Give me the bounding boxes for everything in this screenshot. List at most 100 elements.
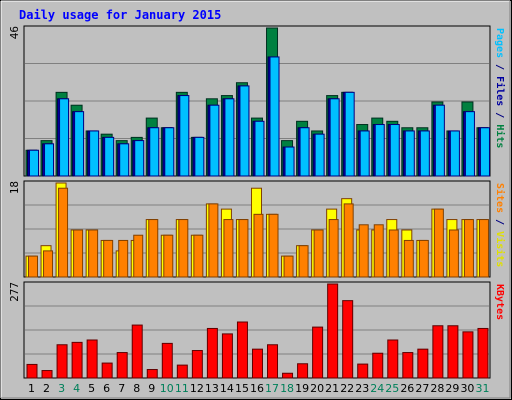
bar-kbytes-day-19 (297, 363, 309, 379)
chart-title: Daily usage for January 2015 (19, 8, 221, 22)
x-tick-label-day-6: 6 (103, 382, 110, 395)
legend-part: Visits (494, 231, 506, 267)
x-tick-label-day-1: 1 (28, 382, 35, 395)
x-tick-label-day-18: 18 (280, 382, 294, 395)
bar-sites-day-14 (223, 219, 234, 278)
bar-sites-day-26 (403, 239, 414, 278)
bar-sites-day-18 (283, 255, 294, 278)
x-tick-label-day-10: 10 (160, 382, 174, 395)
bar-kbytes-day-6 (101, 362, 113, 379)
bar-sites-day-24 (373, 224, 384, 278)
bar-pages-day-29 (449, 130, 460, 177)
y-max-label: 18 (8, 181, 21, 194)
bar-kbytes-day-8 (131, 324, 143, 379)
x-tick-label-day-24: 24 (370, 382, 384, 395)
bar-kbytes-day-17 (267, 344, 279, 379)
x-tick-label-day-19: 19 (295, 382, 309, 395)
bar-kbytes-day-12 (191, 350, 203, 379)
bar-sites-day-4 (73, 229, 84, 278)
bar-sites-day-16 (253, 213, 264, 278)
bar-sites-day-10 (163, 234, 174, 278)
bar-pages-day-15 (239, 85, 250, 177)
bar-kbytes-day-27 (417, 348, 429, 379)
bar-kbytes-day-29 (447, 325, 459, 379)
bar-pages-day-6 (104, 136, 115, 177)
bar-kbytes-day-1 (26, 363, 38, 379)
bar-sites-day-20 (313, 229, 324, 278)
series-legend-label: Pages / Files / Hits (494, 28, 506, 148)
bar-pages-day-22 (344, 91, 355, 177)
x-tick-label-day-4: 4 (73, 382, 80, 395)
x-tick-label-day-2: 2 (43, 382, 50, 395)
bar-kbytes-day-20 (312, 326, 324, 379)
bar-pages-day-9 (149, 127, 160, 177)
legend-part: / (494, 213, 505, 231)
bar-sites-day-28 (433, 208, 444, 278)
bar-sites-day-3 (58, 187, 69, 278)
panel-visits_sites: 18 Sites / Visits (8, 180, 506, 278)
bar-sites-day-31 (478, 219, 489, 278)
bar-sites-day-17 (268, 213, 279, 278)
bar-kbytes-day-3 (56, 344, 68, 379)
legend-part: Pages (494, 28, 505, 58)
bar-kbytes-day-14 (221, 333, 233, 379)
x-tick-label-day-13: 13 (205, 382, 219, 395)
bar-pages-day-31 (479, 127, 490, 177)
x-axis-labels: 1 2 3 4 5 6 7 8 9 10 11 12 13 14 15 16 17 18 19 20 21 22 23 24 2… (28, 382, 489, 395)
bar-sites-day-19 (298, 245, 309, 278)
bar-pages-day-24 (374, 124, 385, 177)
bar-pages-day-18 (284, 146, 295, 177)
bar-sites-day-29 (448, 229, 459, 278)
x-tick-label-day-25: 25 (385, 382, 399, 395)
bar-kbytes-day-22 (342, 300, 354, 379)
bar-pages-day-1 (29, 149, 39, 177)
series-legend-label: KBytes (494, 284, 505, 320)
x-tick-label-day-30: 30 (460, 382, 474, 395)
bar-sites-day-1 (28, 255, 38, 278)
panel-hits_files_pages: 46 Pages / Files / Hits (8, 25, 506, 177)
bar-sites-day-7 (118, 239, 129, 278)
bar-kbytes-day-9 (146, 369, 158, 379)
bar-pages-day-26 (404, 130, 415, 177)
bar-pages-day-17 (269, 56, 280, 177)
x-tick-label-day-26: 26 (400, 382, 414, 395)
bar-pages-day-7 (119, 143, 130, 177)
x-tick-label-day-9: 9 (148, 382, 155, 395)
bar-sites-day-11 (178, 219, 189, 278)
x-tick-label-day-3: 3 (58, 382, 65, 395)
bar-kbytes-day-15 (236, 321, 248, 379)
bar-kbytes-day-4 (71, 341, 83, 379)
bar-kbytes-day-28 (432, 325, 444, 379)
x-tick-label-day-21: 21 (325, 382, 339, 395)
y-max-label: 277 (8, 282, 21, 302)
bar-sites-day-5 (88, 229, 99, 278)
bar-pages-day-20 (314, 133, 325, 177)
x-tick-label-day-8: 8 (133, 382, 140, 395)
bar-kbytes-day-30 (462, 331, 474, 379)
x-tick-label-day-11: 11 (175, 382, 189, 395)
bar-pages-day-13 (209, 104, 220, 177)
bar-pages-day-27 (419, 130, 430, 177)
x-tick-label-day-15: 15 (235, 382, 249, 395)
legend-part: Files (494, 76, 506, 106)
bar-pages-day-19 (299, 127, 310, 177)
legend-part: Hits (494, 124, 506, 148)
bar-pages-day-28 (434, 104, 445, 177)
bar-kbytes-day-7 (116, 352, 128, 379)
bar-kbytes-day-31 (477, 327, 489, 379)
legend-part: KBytes (494, 284, 505, 320)
bar-kbytes-day-21 (327, 283, 339, 379)
bar-kbytes-day-16 (251, 348, 263, 379)
bar-pages-day-10 (164, 127, 175, 177)
bar-sites-day-15 (238, 219, 249, 278)
bar-sites-day-23 (358, 224, 369, 278)
bar-kbytes-day-2 (41, 370, 53, 379)
x-tick-label-day-16: 16 (250, 382, 264, 395)
series-legend-label: Sites / Visits (494, 183, 506, 267)
bar-sites-day-21 (328, 219, 339, 278)
bar-pages-day-11 (179, 95, 190, 177)
bar-pages-day-23 (359, 130, 370, 177)
bar-pages-day-2 (44, 143, 55, 177)
x-tick-label-day-17: 17 (265, 382, 279, 395)
